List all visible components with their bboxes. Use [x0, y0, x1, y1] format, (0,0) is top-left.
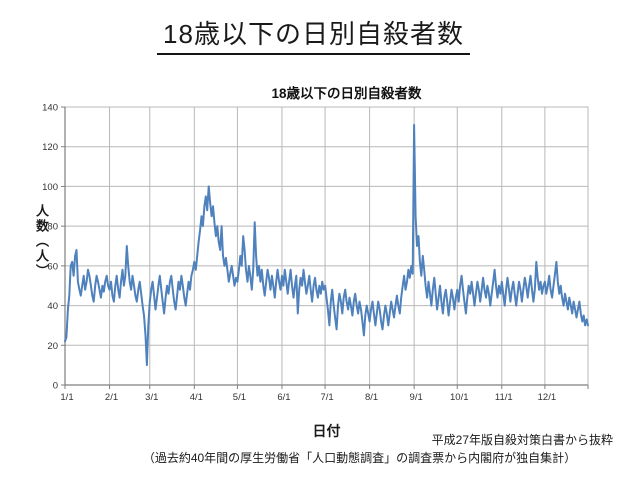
svg-text:6/1: 6/1 [277, 392, 290, 403]
page-title: 18歳以下の日別自殺者数 [157, 14, 470, 55]
svg-text:40: 40 [47, 301, 58, 312]
svg-text:20: 20 [47, 341, 58, 352]
svg-text:3/1: 3/1 [145, 392, 158, 403]
svg-text:120: 120 [42, 142, 58, 153]
svg-text:60: 60 [47, 261, 58, 272]
svg-text:1/1: 1/1 [60, 392, 73, 403]
svg-text:0: 0 [53, 381, 58, 392]
svg-text:8/1: 8/1 [365, 392, 378, 403]
chart-title: 18歳以下の日別自殺者数 [271, 85, 422, 101]
svg-text:9/1: 9/1 [410, 392, 423, 403]
svg-text:5/1: 5/1 [233, 392, 246, 403]
source-note: 平成27年版自殺対策白書から抜粋 [431, 433, 613, 447]
chart-axes [61, 106, 589, 389]
chart-grid [64, 106, 589, 386]
svg-text:7/1: 7/1 [320, 392, 333, 403]
page-header: 18歳以下の日別自殺者数 [0, 14, 627, 55]
svg-text:100: 100 [42, 182, 58, 193]
svg-text:4/1: 4/1 [190, 392, 203, 403]
chart-tick-labels: 0 20 40 60 80 100 120 140 1/1 2/1 3/1 4/1 5/1 6/1 7/1 8… [42, 103, 556, 404]
chart-container: 0 20 40 60 80 100 120 140 1/1 2/1 3/1 4/1 5/1 6/1 7/1 8… [30, 76, 614, 422]
y-axis-title: 人数（人） [34, 204, 49, 279]
chart-line-series [64, 123, 589, 367]
svg-text:80: 80 [47, 222, 58, 233]
svg-text:2/1: 2/1 [105, 392, 118, 403]
svg-text:10/1: 10/1 [450, 392, 469, 403]
svg-text:140: 140 [42, 103, 58, 114]
svg-text:11/1: 11/1 [495, 392, 513, 403]
x-axis-title: 日付 [312, 423, 341, 439]
svg-text:12/1: 12/1 [538, 392, 557, 403]
chart-canvas: 0 20 40 60 80 100 120 140 1/1 2/1 3/1 4/1 5/1 6/1 7/1 8… [42, 85, 589, 404]
source-detail: （過去約40年間の厚生労働省「人口動態調査」の調査票から内閣府が独自集計） [142, 451, 577, 465]
